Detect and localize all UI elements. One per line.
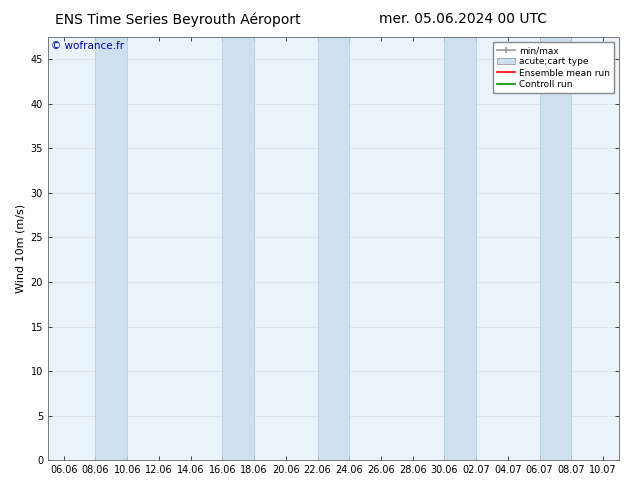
Bar (223, 37, 254, 460)
Bar (540, 37, 571, 460)
Bar (318, 37, 349, 460)
Legend: min/max, acute;cart type, Ensemble mean run, Controll run: min/max, acute;cart type, Ensemble mean … (493, 42, 614, 94)
Text: ENS Time Series Beyrouth Aéroport: ENS Time Series Beyrouth Aéroport (55, 12, 301, 27)
Bar (444, 37, 476, 460)
Text: © wofrance.fr: © wofrance.fr (51, 41, 124, 51)
Y-axis label: Wind 10m (m/s): Wind 10m (m/s) (15, 204, 25, 293)
Text: mer. 05.06.2024 00 UTC: mer. 05.06.2024 00 UTC (379, 12, 547, 26)
Bar (96, 37, 127, 460)
